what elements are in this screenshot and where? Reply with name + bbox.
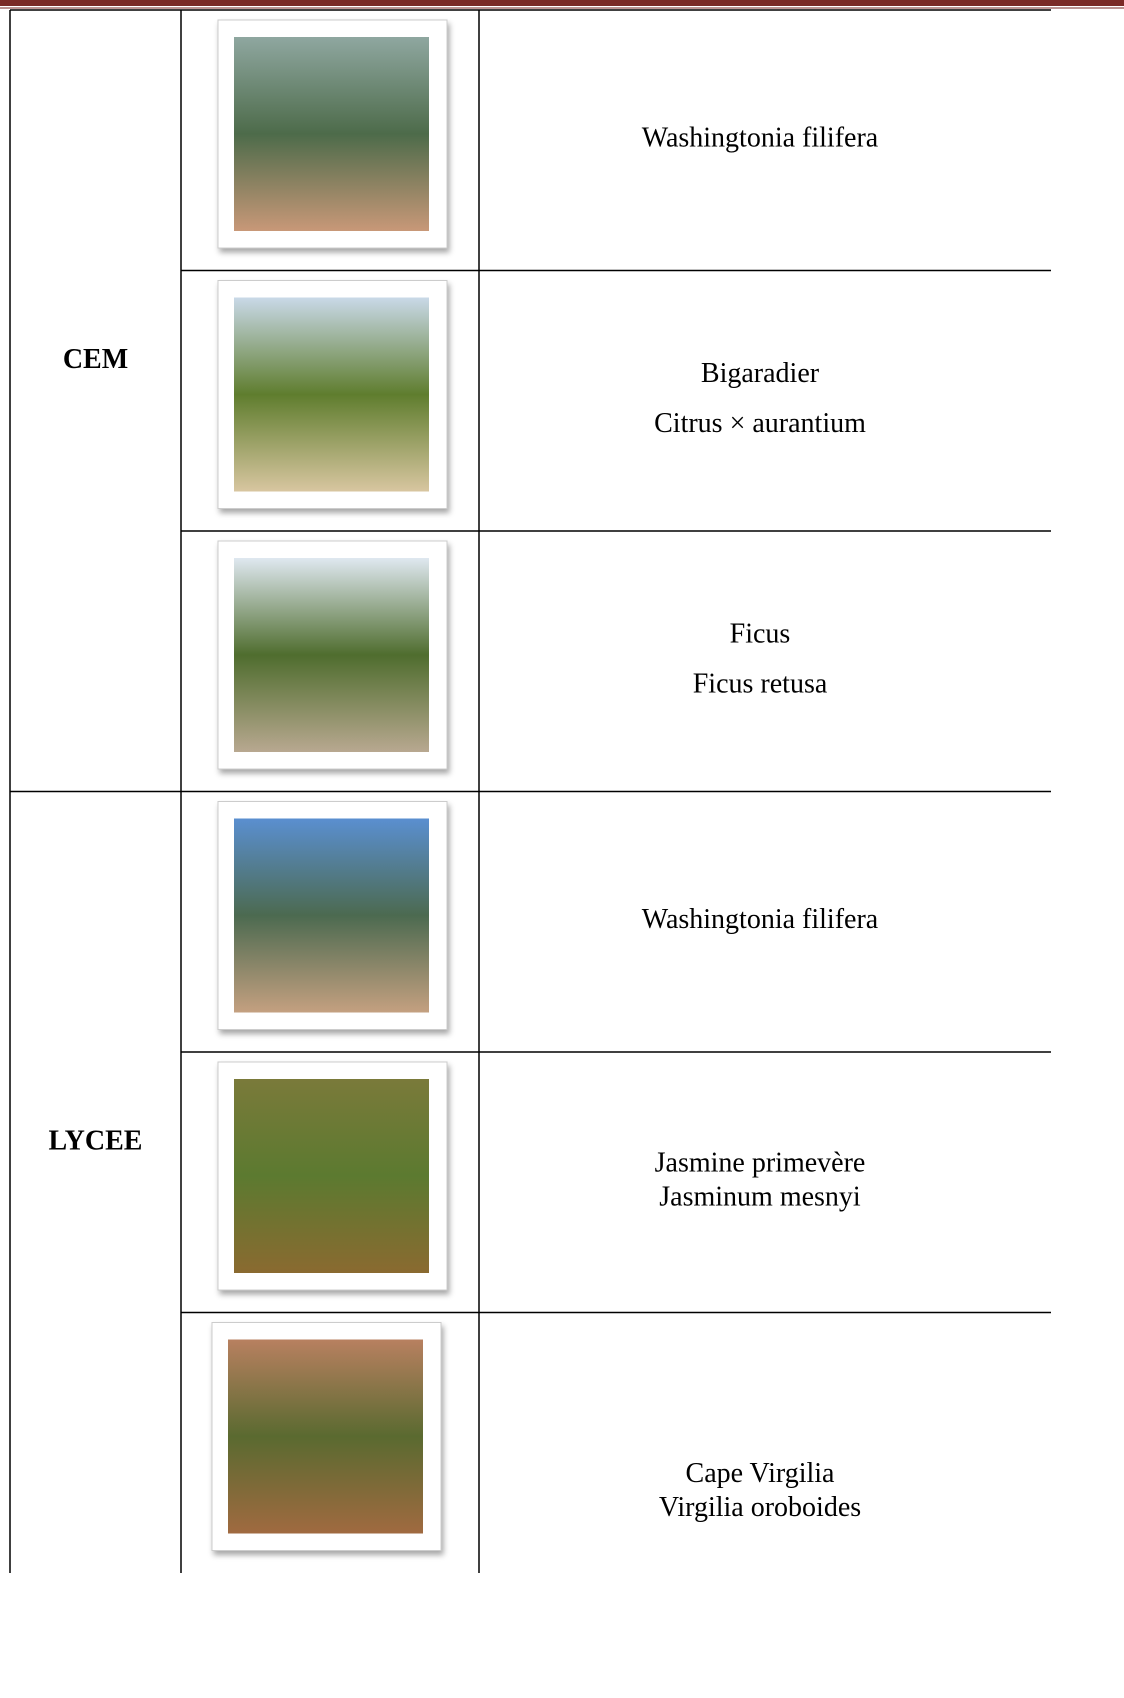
species-name: Washingtonia filifera <box>642 123 879 154</box>
top-rule <box>0 0 1124 6</box>
species-name: Citrus × aurantium <box>654 408 866 439</box>
species-name: Bigaradier <box>701 358 820 389</box>
group-label: LYCEE <box>49 1126 143 1157</box>
species-name: Jasmine primevère <box>655 1148 866 1179</box>
photo <box>234 818 429 1013</box>
group-label: CEM <box>63 344 128 375</box>
species-name: Washingtonia filifera <box>642 904 879 935</box>
species-name: Virgilia oroboides <box>659 1492 861 1523</box>
photo <box>234 558 429 752</box>
photo <box>228 1339 423 1534</box>
photo <box>234 1079 429 1273</box>
species-name: Ficus retusa <box>693 669 828 700</box>
species-name: Jasminum mesnyi <box>659 1182 861 1213</box>
species-name: Ficus <box>730 619 791 650</box>
species-name: Cape Virgilia <box>686 1458 836 1489</box>
photo <box>234 297 429 492</box>
photo <box>234 37 429 231</box>
